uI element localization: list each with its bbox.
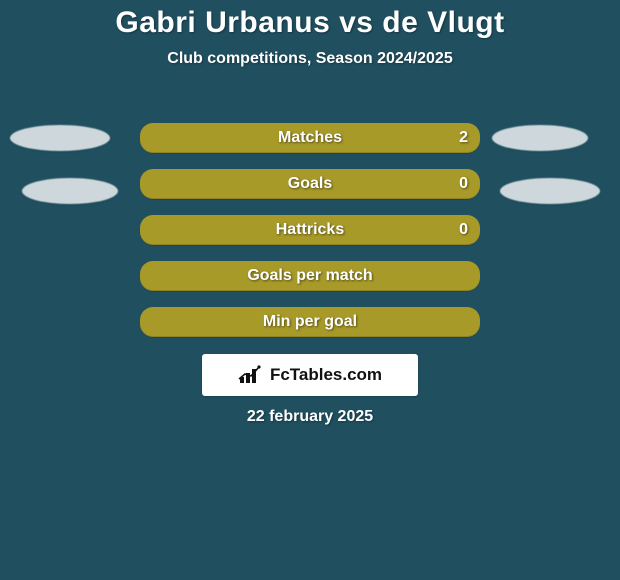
stat-row-min-per-goal: Min per goal <box>140 307 480 337</box>
stat-value-right: 0 <box>459 215 468 245</box>
stat-label: Hattricks <box>140 215 480 245</box>
ellipse-left-2 <box>22 178 118 204</box>
stat-label: Goals <box>140 169 480 199</box>
stat-row-goals-per-match: Goals per match <box>140 261 480 291</box>
stat-label: Goals per match <box>140 261 480 291</box>
stat-label: Matches <box>140 123 480 153</box>
brand-logo: FcTables.com <box>202 354 418 396</box>
ellipse-right-1 <box>492 125 588 151</box>
stat-label: Min per goal <box>140 307 480 337</box>
stat-value-right: 2 <box>459 123 468 153</box>
stat-row-hattricks: Hattricks 0 <box>140 215 480 245</box>
ellipse-left-1 <box>10 125 110 151</box>
ellipse-right-2 <box>500 178 600 204</box>
stat-value-right: 0 <box>459 169 468 199</box>
brand-logo-text: FcTables.com <box>270 365 382 385</box>
date-label: 22 february 2025 <box>0 408 620 426</box>
comparison-card: Gabri Urbanus vs de Vlugt Club competiti… <box>0 0 620 580</box>
page-title: Gabri Urbanus vs de Vlugt <box>0 0 620 40</box>
stat-row-matches: Matches 2 <box>140 123 480 153</box>
stat-row-goals: Goals 0 <box>140 169 480 199</box>
stats-container: Matches 2 Goals 0 Hattricks 0 Goals per … <box>140 123 480 353</box>
barchart-icon <box>238 365 264 385</box>
subtitle: Club competitions, Season 2024/2025 <box>0 50 620 68</box>
